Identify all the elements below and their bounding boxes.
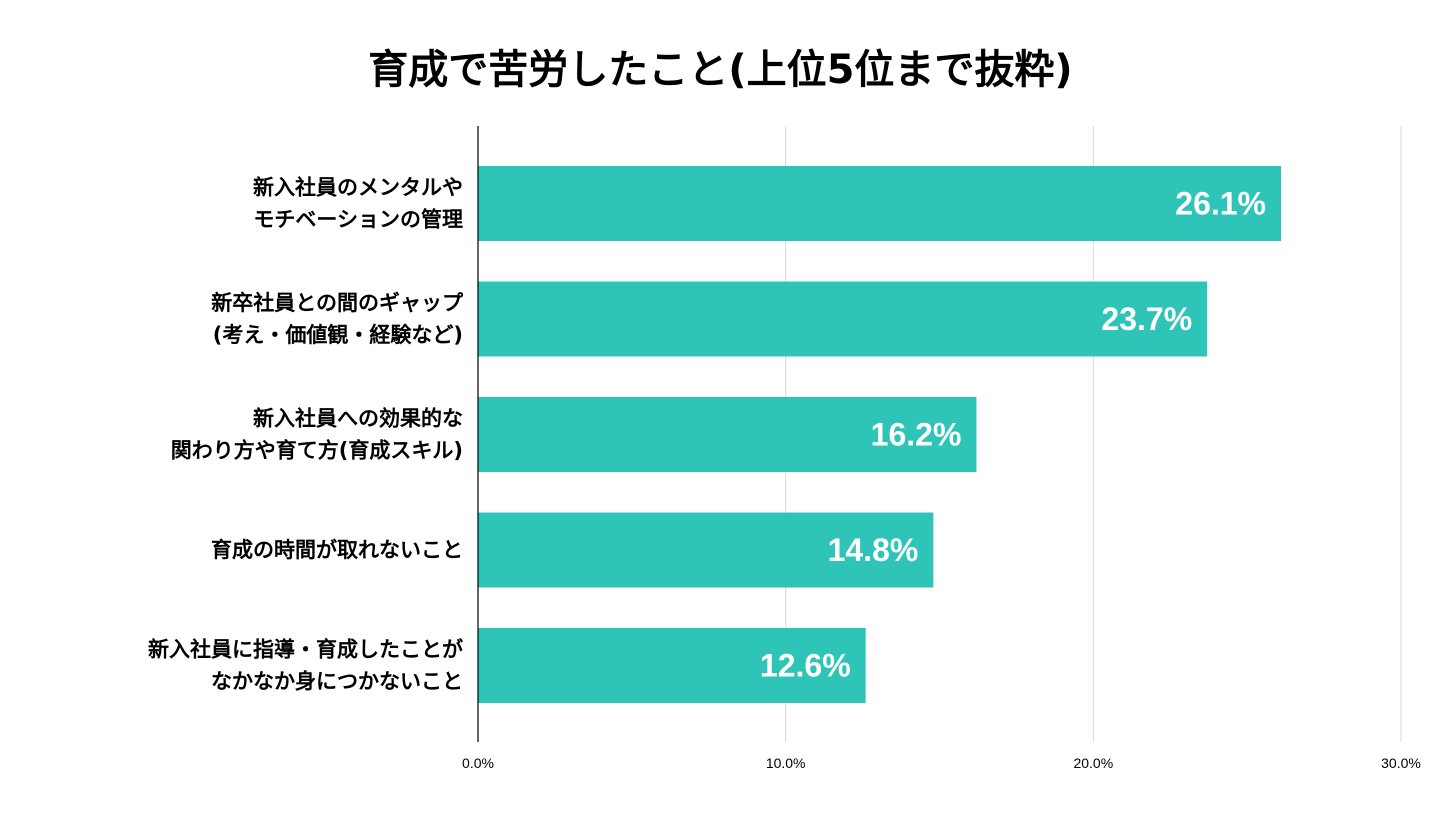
category-label: なかなか身につかないこと (211, 670, 463, 694)
bar (478, 628, 866, 703)
bars: 26.1% 23.7% 16.2% 14.8% 12.6% (478, 166, 1282, 703)
bar-value-label: 26.1% (1175, 186, 1266, 222)
category-label: 新入社員のメンタルや (253, 176, 463, 200)
chart-title: 育成で苦労したこと(上位5位まで抜粋) (368, 47, 1073, 93)
category-label: (考え・価値観・経験など) (213, 323, 463, 347)
x-tick-label: 20.0% (1073, 755, 1113, 771)
bar-value-label: 14.8% (828, 532, 919, 568)
bar-value-label: 16.2% (871, 417, 962, 453)
x-tick-label: 10.0% (766, 755, 806, 771)
category-label: モチベーションの管理 (253, 208, 463, 232)
bar (478, 512, 934, 588)
category-label: 新入社員に指導・育成したことが (148, 638, 463, 662)
x-tick-label: 0.0% (462, 755, 494, 771)
x-tick-labels: 0.0% 10.0% 20.0% 30.0% (462, 755, 1421, 771)
bar-value-label: 12.6% (760, 648, 851, 684)
bar (478, 281, 1208, 357)
bar-value-label: 23.7% (1101, 301, 1192, 337)
bar (478, 166, 1282, 241)
category-label: 関わり方や育て方(育成スキル) (171, 439, 463, 463)
bar (478, 397, 977, 472)
category-label: 育成の時間が取れないこと (211, 538, 463, 562)
category-label: 新入社員への効果的な (253, 407, 463, 431)
x-tick-label: 30.0% (1381, 755, 1421, 771)
category-label: 新卒社員との間のギャップ (211, 291, 464, 315)
